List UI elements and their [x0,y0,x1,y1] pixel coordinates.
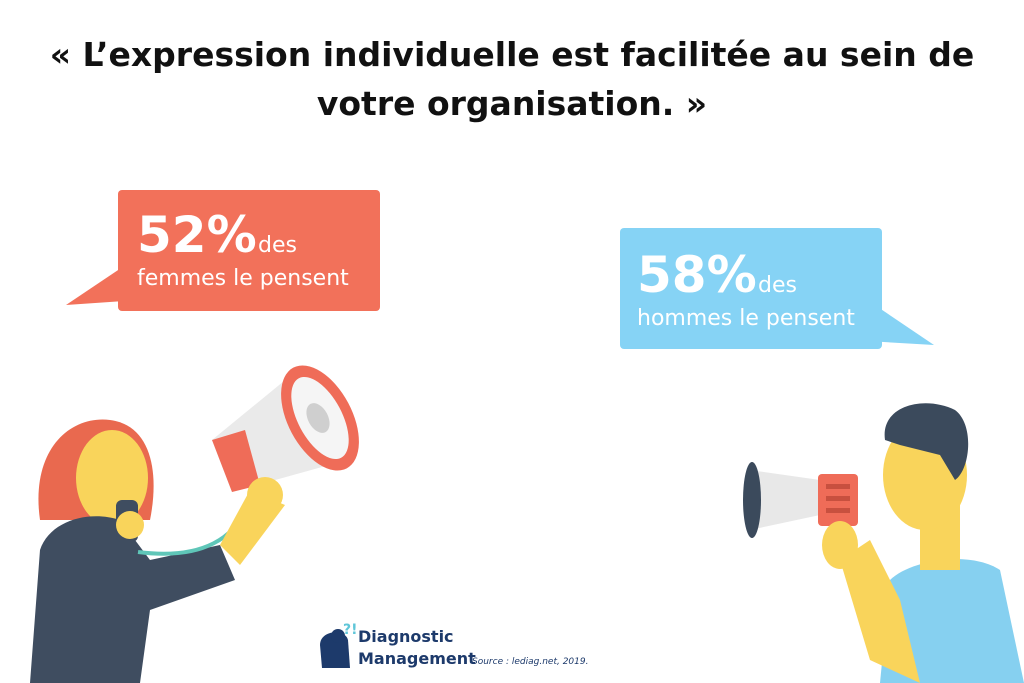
megaphone-grille [826,508,850,513]
suffix: des [258,233,297,258]
hair [884,403,969,480]
speech-bubble-men: 58% des hommes le pensent [620,228,934,349]
man-illustration [743,403,1024,683]
title-line: votre organisation. » [317,84,707,123]
caption: femmes le pensent [137,266,349,291]
caption: hommes le pensent [637,306,855,331]
megaphone-center [306,403,330,433]
megaphone-rim [743,462,761,538]
megaphone-grille [826,484,850,489]
percent: 58% [637,246,757,304]
logo: ?! Diagnostic Management Source : lediag… [320,622,588,668]
hand [822,521,858,569]
megaphone-handle [212,430,260,492]
title-line: « L’expression individuelle est facilité… [50,35,975,74]
logo-icon [331,629,345,643]
bubble-body [118,190,380,311]
megaphone-grille [826,496,850,501]
shirt [880,559,1024,683]
logo-text: Diagnostic [358,627,454,646]
speech-bubble-women: 52% des femmes le pensent [66,190,380,311]
arm [840,540,920,683]
suffix: des [758,273,797,298]
hand [247,477,283,513]
bubble-body [620,228,882,349]
woman-illustration [30,365,359,683]
source: Source : lediag.net, 2019. [472,657,588,667]
percent: 52% [137,206,257,264]
logo-text: Management [358,649,476,668]
logo-mark: ?! [343,622,358,638]
megaphone-cone [750,470,820,530]
hand [116,511,144,539]
suit [30,516,235,683]
